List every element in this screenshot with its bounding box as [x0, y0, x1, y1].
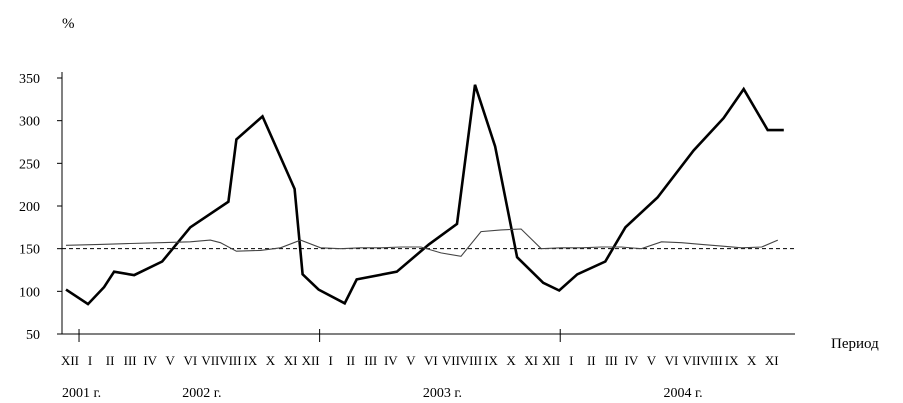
series-layer — [65, 84, 784, 306]
x-tick-label-5: V — [166, 353, 176, 368]
x-tick-label-35: XI — [765, 353, 779, 368]
y-tick-label-200: 200 — [19, 200, 40, 215]
series-line-thick — [65, 84, 784, 306]
x-tick-label-31: VII — [683, 353, 701, 368]
x-tick-label-1: I — [88, 353, 92, 368]
x-tick-label-16: IV — [384, 353, 398, 368]
x-tick-label-2: II — [106, 353, 115, 368]
x-tick-label-15: III — [364, 353, 377, 368]
x-tick-label-0: XII — [61, 353, 79, 368]
x-tick-label-17: V — [406, 353, 416, 368]
year-label-3: 2004 г. — [664, 386, 703, 401]
x-axis-label: Период — [831, 336, 879, 352]
x-tick-label-9: IX — [244, 353, 258, 368]
x-tick-label-24: XII — [542, 353, 560, 368]
y-tick-label-350: 350 — [19, 72, 40, 87]
x-tick-label-11: XI — [284, 353, 298, 368]
x-tick-label-19: VII — [442, 353, 460, 368]
axes — [57, 72, 795, 342]
x-tick-label-13: I — [328, 353, 332, 368]
x-tick-label-34: X — [747, 353, 757, 368]
x-tick-label-26: II — [587, 353, 596, 368]
x-tick-label-32: VIII — [700, 353, 722, 368]
year-label-0: 2001 г. — [62, 386, 101, 401]
y-tick-label-300: 300 — [19, 115, 40, 130]
x-tick-label-22: X — [506, 353, 516, 368]
y-tick-label-150: 150 — [19, 243, 40, 258]
y-tick-label-50: 50 — [26, 328, 40, 343]
x-tick-label-20: VIII — [460, 353, 482, 368]
x-tick-label-8: VIII — [219, 353, 241, 368]
x-tick-label-18: VI — [424, 353, 438, 368]
x-tick-label-27: III — [605, 353, 618, 368]
x-tick-label-33: IX — [725, 353, 739, 368]
year-label-2: 2003 г. — [423, 386, 462, 401]
x-tick-label-7: VII — [201, 353, 219, 368]
y-tick-label-100: 100 — [19, 285, 40, 300]
year-label-1: 2002 г. — [182, 386, 221, 401]
x-tick-label-21: IX — [484, 353, 498, 368]
x-tick-label-28: IV — [625, 353, 639, 368]
x-tick-label-25: I — [569, 353, 573, 368]
x-tick-label-12: XII — [302, 353, 320, 368]
x-tick-label-3: III — [124, 353, 137, 368]
x-tick-label-10: X — [266, 353, 276, 368]
series-line-thin — [65, 228, 779, 257]
y-tick-label-250: 250 — [19, 157, 40, 172]
x-tick-label-6: VI — [183, 353, 197, 368]
x-tick-label-29: V — [647, 353, 657, 368]
x-tick-label-14: II — [346, 353, 355, 368]
x-tick-label-4: IV — [143, 353, 157, 368]
x-tick-label-23: XI — [524, 353, 538, 368]
x-tick-label-30: VI — [665, 353, 679, 368]
y-axis-unit-label: % — [62, 16, 75, 32]
